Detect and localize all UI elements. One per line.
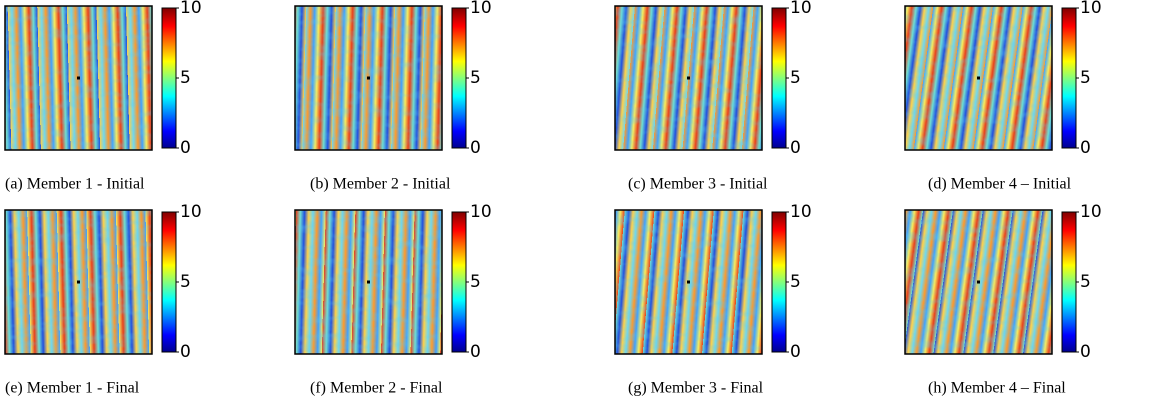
colorbar-tick-label: 10 xyxy=(1080,202,1102,222)
center-dot xyxy=(977,76,980,80)
heatmap-frame xyxy=(294,5,443,151)
colorbar-tick-label: 0 xyxy=(180,138,191,158)
panel: 0 5 10 (h) Member 4 – Final xyxy=(904,202,1102,397)
colorbar-tick-label: 5 xyxy=(790,272,801,292)
colorbar xyxy=(1061,7,1077,149)
colorbar xyxy=(771,211,787,353)
center-dot xyxy=(687,76,690,80)
panel: 0 5 10 (e) Member 1 - Final xyxy=(4,202,202,397)
panel: 0 5 10 (g) Member 3 - Final xyxy=(614,202,812,397)
center-dot xyxy=(687,280,690,284)
colorbar-tick-label: 5 xyxy=(470,272,481,292)
panel: 0 5 10 (b) Member 2 - Initial xyxy=(294,0,492,193)
panel: 0 5 10 (a) Member 1 - Initial xyxy=(4,0,202,193)
caption: (e) Member 1 - Final xyxy=(5,380,140,397)
colorbar xyxy=(161,211,177,353)
heatmap-frame xyxy=(294,209,443,355)
colorbar-tick-label: 10 xyxy=(470,0,492,18)
colorbar-tick-label: 10 xyxy=(790,202,812,222)
colorbar-tick-label: 10 xyxy=(470,202,492,222)
colorbar-tick-label: 5 xyxy=(1080,272,1091,292)
colorbar xyxy=(1061,211,1077,353)
panel: 0 5 10 (c) Member 3 - Initial xyxy=(614,0,812,193)
heatmap-frame xyxy=(614,5,763,151)
caption: (a) Member 1 - Initial xyxy=(5,176,145,193)
colorbar xyxy=(451,7,467,149)
panel: 0 5 10 (d) Member 4 – Initial xyxy=(904,0,1102,193)
center-dot xyxy=(77,280,80,284)
center-dot xyxy=(77,76,80,80)
colorbar-tick-label: 10 xyxy=(790,0,812,18)
heatmap-frame xyxy=(904,209,1053,355)
colorbar xyxy=(451,211,467,353)
colorbar-tick-label: 5 xyxy=(790,68,801,88)
colorbar xyxy=(771,7,787,149)
colorbar-tick-label: 5 xyxy=(180,68,191,88)
colorbar-tick-label: 5 xyxy=(1080,68,1091,88)
caption: (c) Member 3 - Initial xyxy=(628,176,768,193)
colorbar xyxy=(161,7,177,149)
heatmap-frame xyxy=(4,209,153,355)
colorbar-tick-label: 10 xyxy=(180,0,202,18)
colorbar-tick-label: 0 xyxy=(790,138,801,158)
center-dot xyxy=(367,280,370,284)
caption: (h) Member 4 – Final xyxy=(928,380,1066,397)
center-dot xyxy=(367,76,370,80)
caption: (b) Member 2 - Initial xyxy=(310,176,451,193)
heatmap-frame xyxy=(904,5,1053,151)
caption: (d) Member 4 – Initial xyxy=(928,176,1072,193)
panel: 0 5 10 (f) Member 2 - Final xyxy=(294,202,492,397)
center-dot xyxy=(977,280,980,284)
colorbar-tick-label: 0 xyxy=(470,138,481,158)
heatmap-frame xyxy=(614,209,763,355)
colorbar-tick-label: 10 xyxy=(1080,0,1102,18)
colorbar-tick-label: 0 xyxy=(470,342,481,362)
colorbar-tick-label: 5 xyxy=(470,68,481,88)
colorbar-tick-label: 0 xyxy=(790,342,801,362)
colorbar-tick-label: 0 xyxy=(1080,342,1091,362)
colorbar-tick-label: 10 xyxy=(180,202,202,222)
colorbar-tick-label: 0 xyxy=(1080,138,1091,158)
colorbar-tick-label: 0 xyxy=(180,342,191,362)
colorbar-tick-label: 5 xyxy=(180,272,191,292)
caption: (g) Member 3 - Final xyxy=(628,380,764,397)
heatmap-frame xyxy=(4,5,153,151)
caption: (f) Member 2 - Final xyxy=(310,380,443,397)
